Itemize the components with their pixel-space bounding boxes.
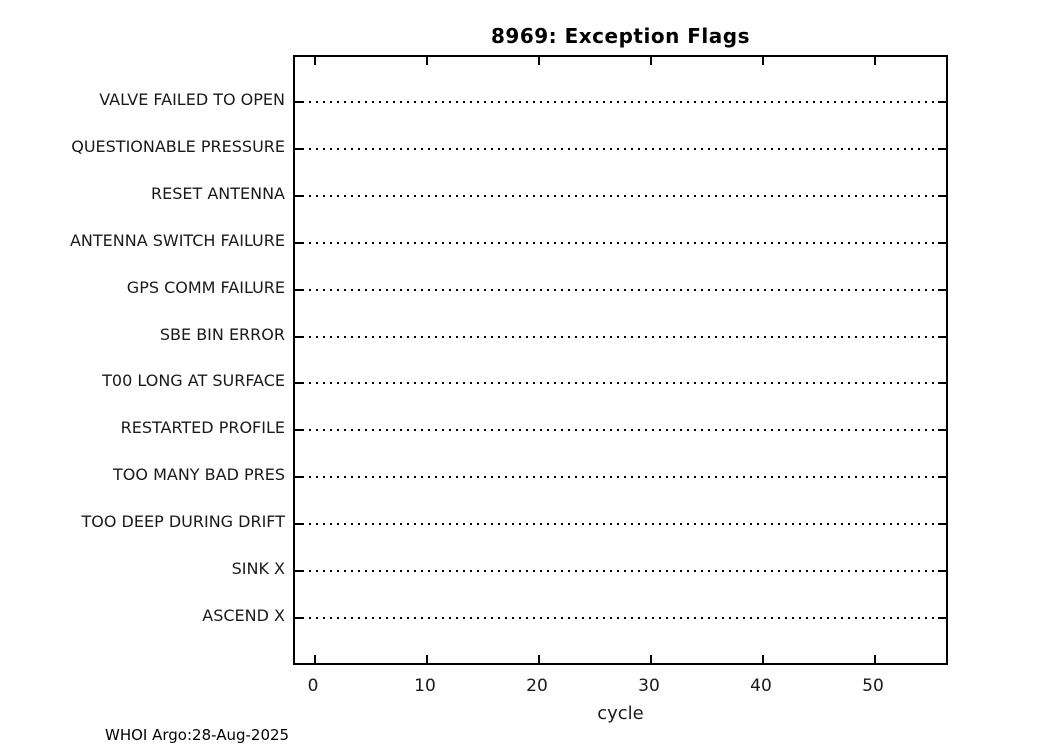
y-tick-label: RESET ANTENNA [150, 184, 285, 203]
y-tick-label: ASCEND X [202, 606, 285, 625]
y-tick-label: TOO MANY BAD PRES [113, 465, 285, 484]
y-tick-mark [938, 570, 946, 572]
x-tick-mark [650, 655, 652, 663]
y-tick-mark [938, 148, 946, 150]
gridline [295, 570, 946, 572]
x-tick-label: 20 [526, 676, 548, 696]
x-tick-mark [762, 57, 764, 65]
y-tick-mark [938, 195, 946, 197]
gridline [295, 242, 946, 244]
y-tick-label: RESTARTED PROFILE [120, 418, 285, 437]
y-tick-mark [295, 101, 303, 103]
y-tick-mark [295, 617, 303, 619]
y-tick-mark [295, 195, 303, 197]
y-tick-mark [295, 476, 303, 478]
y-tick-mark [295, 242, 303, 244]
y-tick-mark [295, 570, 303, 572]
gridline [295, 429, 946, 431]
gridline [295, 101, 946, 103]
x-tick-mark [314, 57, 316, 65]
x-tick-mark [538, 57, 540, 65]
gridline [295, 289, 946, 291]
y-tick-mark [938, 476, 946, 478]
x-tick-mark [538, 655, 540, 663]
y-tick-mark [295, 382, 303, 384]
x-tick-mark [874, 57, 876, 65]
y-tick-mark [938, 336, 946, 338]
x-tick-mark [650, 57, 652, 65]
x-tick-mark [874, 655, 876, 663]
x-axis-title: cycle [597, 703, 644, 724]
y-tick-label: GPS COMM FAILURE [126, 278, 285, 297]
y-tick-mark [295, 148, 303, 150]
y-tick-mark [938, 101, 946, 103]
x-tick-mark [762, 655, 764, 663]
y-tick-mark [295, 289, 303, 291]
x-tick-mark [426, 655, 428, 663]
y-tick-label: QUESTIONABLE PRESSURE [71, 137, 285, 156]
y-tick-mark [938, 242, 946, 244]
y-tick-label: ANTENNA SWITCH FAILURE [69, 231, 285, 250]
chart-title: 8969: Exception Flags [490, 24, 750, 48]
y-tick-label: SINK X [231, 559, 285, 578]
y-tick-label: TOO DEEP DURING DRIFT [81, 512, 286, 531]
x-tick-label: 30 [638, 676, 660, 696]
y-tick-mark [295, 429, 303, 431]
gridline [295, 195, 946, 197]
y-tick-mark [938, 617, 946, 619]
gridline [295, 382, 946, 384]
y-tick-label: T00 LONG AT SURFACE [102, 371, 285, 390]
x-tick-label: 40 [750, 676, 772, 696]
x-tick-mark [426, 57, 428, 65]
gridline [295, 523, 946, 525]
gridline [295, 336, 946, 338]
x-tick-mark [314, 655, 316, 663]
y-tick-mark [938, 523, 946, 525]
y-tick-mark [938, 382, 946, 384]
x-tick-label: 0 [307, 676, 319, 696]
y-tick-label: SBE BIN ERROR [159, 325, 285, 344]
y-tick-mark [295, 523, 303, 525]
x-tick-label: 50 [862, 676, 884, 696]
x-tick-label: 10 [414, 676, 436, 696]
footer-credit: WHOI Argo:28-Aug-2025 [105, 726, 290, 744]
y-tick-mark [938, 289, 946, 291]
y-tick-mark [295, 336, 303, 338]
gridline [295, 148, 946, 150]
y-tick-mark [938, 429, 946, 431]
gridline [295, 476, 946, 478]
gridline [295, 617, 946, 619]
y-tick-label: VALVE FAILED TO OPEN [99, 90, 285, 109]
plot-area [293, 55, 948, 665]
